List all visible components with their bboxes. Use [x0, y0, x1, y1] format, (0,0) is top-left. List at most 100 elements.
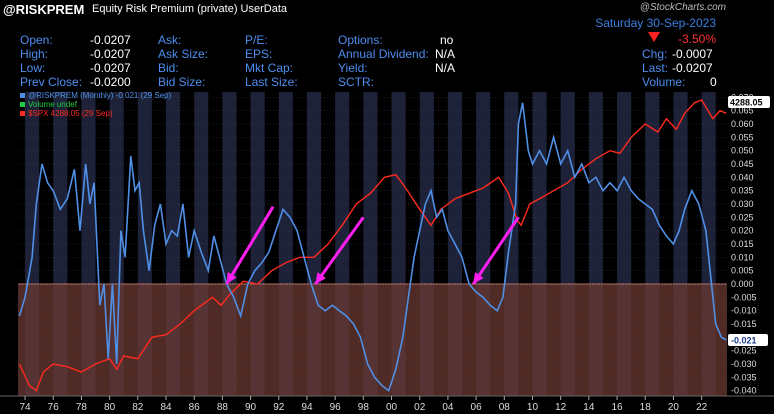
high-label: High:: [20, 47, 49, 61]
y-tick-label: -0.025: [731, 346, 757, 356]
legend-swatch: [20, 111, 25, 116]
y-tick-label: 0.045: [731, 159, 754, 169]
open-label: Open:: [20, 33, 53, 47]
y-tick-label: 0.055: [731, 132, 754, 142]
annotation-arrows: [225, 205, 520, 285]
arrow-head: [226, 272, 237, 284]
credit: @StockCharts.com: [639, 2, 726, 13]
x-axis: 74 76 78 80 82 84 86 88 90 92 94 96 98 00 02 04 06 08 10 12…: [0, 395, 774, 413]
y-tick-label: 0.015: [731, 239, 754, 249]
y-tick-label: -0.015: [731, 319, 757, 329]
x-tick-label: 08: [499, 402, 511, 413]
negative-zone: [18, 284, 727, 396]
risk-premium-series-line: [18, 102, 727, 393]
x-tick-label: 90: [245, 402, 257, 413]
prev-close-value: -0.0200: [90, 75, 131, 89]
x-tick-label: 84: [160, 402, 172, 413]
low-value: -0.0207: [90, 61, 131, 75]
legend-entry: @RISKPREM (Monthly) -0.021 (29 Sep): [28, 91, 172, 100]
y-tick-label: -0.040: [731, 386, 757, 396]
low-label: Low:: [20, 61, 46, 75]
y-tick-label: 0.030: [731, 199, 754, 209]
spx-last-tag-bg: [728, 96, 770, 108]
mkt-cap-label: Mkt Cap:: [245, 61, 294, 75]
legend-entry: Volume undef: [28, 100, 78, 109]
x-tick-label: 10: [527, 402, 539, 413]
x-tick-label: 00: [386, 402, 398, 413]
last-label: Last:: [642, 61, 669, 75]
x-tick-label: 06: [471, 402, 483, 413]
volume-label: Volume:: [642, 75, 686, 89]
dividend-label: Annual Dividend:: [338, 47, 429, 61]
options-value: no: [440, 33, 454, 47]
arrow-shaft: [225, 205, 275, 285]
high-value: -0.0207: [90, 47, 131, 61]
pe-label: P/E:: [245, 33, 268, 47]
spx-last-tag: 4288.05: [730, 98, 763, 108]
y-tick-label: 0.010: [731, 252, 754, 262]
legend-swatch: [20, 102, 25, 107]
bid-label: Bid:: [158, 61, 179, 75]
down-triangle-icon: [648, 32, 660, 42]
y-tick-label: 0.040: [731, 172, 754, 182]
y-tick-label: -0.030: [731, 359, 757, 369]
x-tick-label: 86: [189, 402, 201, 413]
y-tick-label: 0.020: [731, 226, 754, 236]
y-tick-label: 0.060: [731, 119, 754, 129]
x-tick-label: 20: [668, 402, 680, 413]
y-tick-label: 0.000: [731, 279, 754, 289]
symbol[interactable]: @RISKPREM: [3, 2, 85, 17]
chg-value: -0.0007: [672, 47, 713, 61]
last-value-tags: -0.021 4288.05: [728, 96, 770, 346]
x-tick-label: 98: [358, 402, 370, 413]
x-tick-label: 94: [301, 402, 313, 413]
legend-swatch: [20, 93, 25, 98]
y-tick-label: -0.035: [731, 372, 757, 382]
last-size-label: Last Size:: [245, 75, 298, 89]
dividend-value: N/A: [435, 47, 456, 61]
y-tick-label: -0.005: [731, 292, 757, 302]
x-tick-label: 88: [217, 402, 229, 413]
x-tick-label: 18: [640, 402, 652, 413]
arrow-head: [473, 272, 484, 284]
x-tick-label: 12: [555, 402, 567, 413]
arrow-head: [315, 272, 326, 284]
options-label: Options:: [338, 33, 383, 47]
date: Saturday 30-Sep-2023: [595, 16, 716, 30]
x-tick-label: 76: [48, 402, 60, 413]
x-tick-label: 78: [76, 402, 88, 413]
y-tick-label: 0.025: [731, 212, 754, 222]
x-tick-label: 80: [104, 402, 116, 413]
legend-entry: $SPX 4288.05 (29 Sep): [28, 109, 113, 118]
arrow-shaft: [472, 216, 520, 285]
eps-label: EPS:: [245, 47, 273, 61]
sctr-label: SCTR:: [338, 75, 374, 89]
y-tick-label: -0.010: [731, 306, 757, 316]
y-axis: 0.0700.0650.0600.0550.0500.0450.0400.035…: [727, 92, 774, 396]
legend: @RISKPREM (Monthly) -0.021 (29 Sep)Volum…: [20, 91, 172, 118]
x-tick-label: 02: [414, 402, 426, 413]
userdata-label: UserData: [240, 3, 288, 15]
description-text: Equity Risk Premium (private): [92, 3, 238, 15]
risk-last-tag: -0.021: [731, 336, 757, 346]
open-value: -0.0207: [90, 33, 131, 47]
x-tick-label: 22: [696, 402, 708, 413]
x-tick-label: 96: [330, 402, 342, 413]
ask-label: Ask:: [158, 33, 182, 47]
x-tick-label: 14: [583, 402, 595, 413]
x-tick-label: 82: [132, 402, 144, 413]
prev-close-label: Prev Close:: [20, 75, 83, 89]
ask-size-label: Ask Size:: [158, 47, 209, 61]
y-tick-label: 0.065: [731, 106, 754, 116]
bid-size-label: Bid Size:: [158, 75, 206, 89]
x-tick-label: 16: [611, 402, 623, 413]
quote-header: @RISKPREM Equity Risk Premium (private) …: [0, 0, 774, 89]
y-tick-label: 0.005: [731, 266, 754, 276]
volume-value: 0: [710, 75, 717, 89]
description: Equity Risk Premium (private) UserData: [92, 3, 287, 15]
chg-label: Chg:: [642, 47, 668, 61]
last-value: -0.0207: [672, 61, 713, 75]
arrow-shaft: [314, 216, 365, 285]
spx-series-line: [18, 99, 727, 392]
